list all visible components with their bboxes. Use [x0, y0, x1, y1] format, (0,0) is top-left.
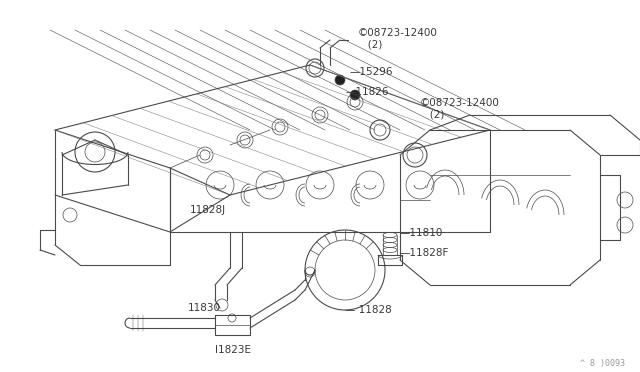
Text: —11828F: —11828F [400, 248, 449, 258]
Text: —11826: —11826 [345, 87, 388, 97]
Circle shape [335, 75, 345, 85]
Text: —11810: —11810 [400, 228, 444, 238]
Text: ©08723-12400
   (2): ©08723-12400 (2) [420, 98, 500, 120]
Text: —15296: —15296 [349, 67, 392, 77]
Text: 11830: 11830 [188, 303, 221, 313]
Text: ©08723-12400
   (2): ©08723-12400 (2) [358, 28, 438, 49]
Text: ^ 8 )0093: ^ 8 )0093 [580, 359, 625, 368]
Text: 11828J: 11828J [190, 205, 226, 215]
Circle shape [350, 90, 360, 100]
Text: — 11828: — 11828 [345, 305, 392, 315]
Text: I1823E: I1823E [215, 345, 251, 355]
